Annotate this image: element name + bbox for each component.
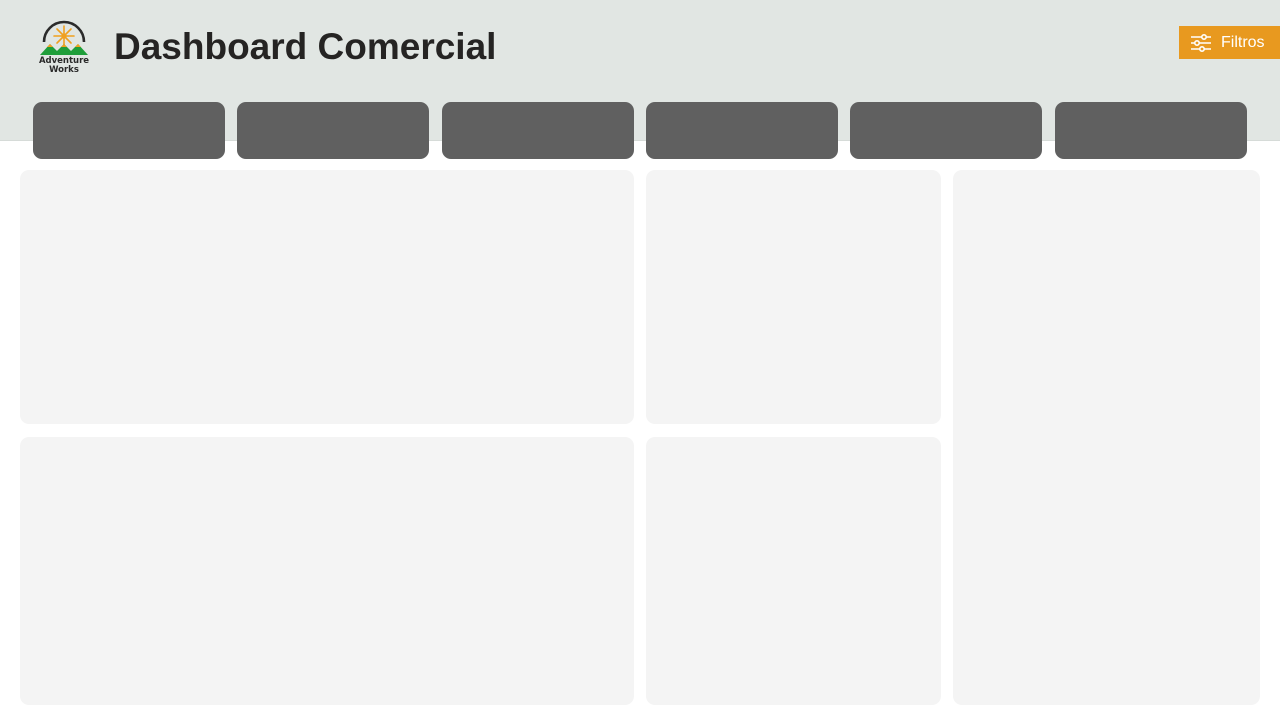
filter-button-label: Filtros [1221, 33, 1265, 51]
panel-top-left [20, 170, 634, 424]
panel-bottom-left [20, 437, 634, 705]
panel-right-tall [953, 170, 1260, 705]
kpi-card-6 [1055, 102, 1247, 159]
logo-text-line2: Works [49, 65, 79, 75]
panel-bottom-middle [646, 437, 941, 705]
page-title: Dashboard Comercial [114, 26, 497, 67]
logo-text-line1: Adventure [38, 56, 90, 66]
panel-top-middle [646, 170, 941, 424]
filter-button[interactable]: Filtros [1179, 26, 1280, 59]
kpi-card-5 [850, 102, 1042, 159]
kpi-card-4 [646, 102, 838, 159]
kpi-card-1 [33, 102, 225, 159]
kpi-card-3 [442, 102, 634, 159]
adventure-works-logo-icon: Adventure Works [33, 18, 95, 78]
kpi-card-2 [237, 102, 429, 159]
sliders-icon [1190, 32, 1212, 54]
